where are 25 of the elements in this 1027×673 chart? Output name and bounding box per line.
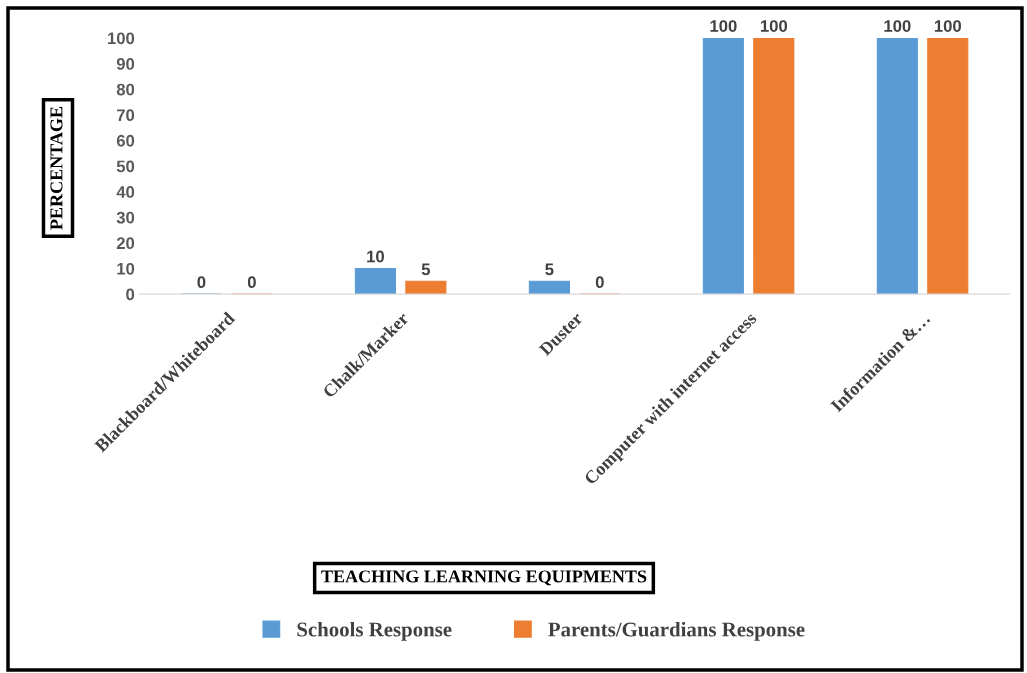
y-tick-label: 20 xyxy=(116,237,135,250)
data-label: 100 xyxy=(884,20,911,32)
data-label: 0 xyxy=(595,276,604,289)
data-label: 100 xyxy=(760,20,788,32)
y-tick-label: 60 xyxy=(116,134,135,147)
y-tick-label: 80 xyxy=(116,83,135,96)
y-tick-label: 70 xyxy=(116,109,135,122)
y-axis-title: PERCENTAGE xyxy=(50,106,63,230)
y-tick-label: 10 xyxy=(117,262,135,275)
y-tick-label: 40 xyxy=(116,186,135,198)
y-tick-label: 50 xyxy=(116,160,135,173)
y-tick-label: 90 xyxy=(116,58,135,70)
y-tick-label: 0 xyxy=(126,288,135,301)
data-label: 0 xyxy=(197,276,206,289)
legend-label: Parents/Guardians Response xyxy=(548,621,805,641)
data-label: 0 xyxy=(247,276,256,289)
legend-label: Schools Response xyxy=(297,621,452,641)
data-label: 10 xyxy=(367,250,384,263)
data-label: 5 xyxy=(421,263,431,276)
y-tick-label: 100 xyxy=(108,32,135,45)
x-axis-title: TEACHING LEARNING EQUIPMENTS xyxy=(321,570,647,586)
data-label: 100 xyxy=(710,20,737,32)
data-label: 100 xyxy=(934,20,961,32)
y-tick-label: 30 xyxy=(116,211,135,224)
data-label: 5 xyxy=(545,263,554,276)
